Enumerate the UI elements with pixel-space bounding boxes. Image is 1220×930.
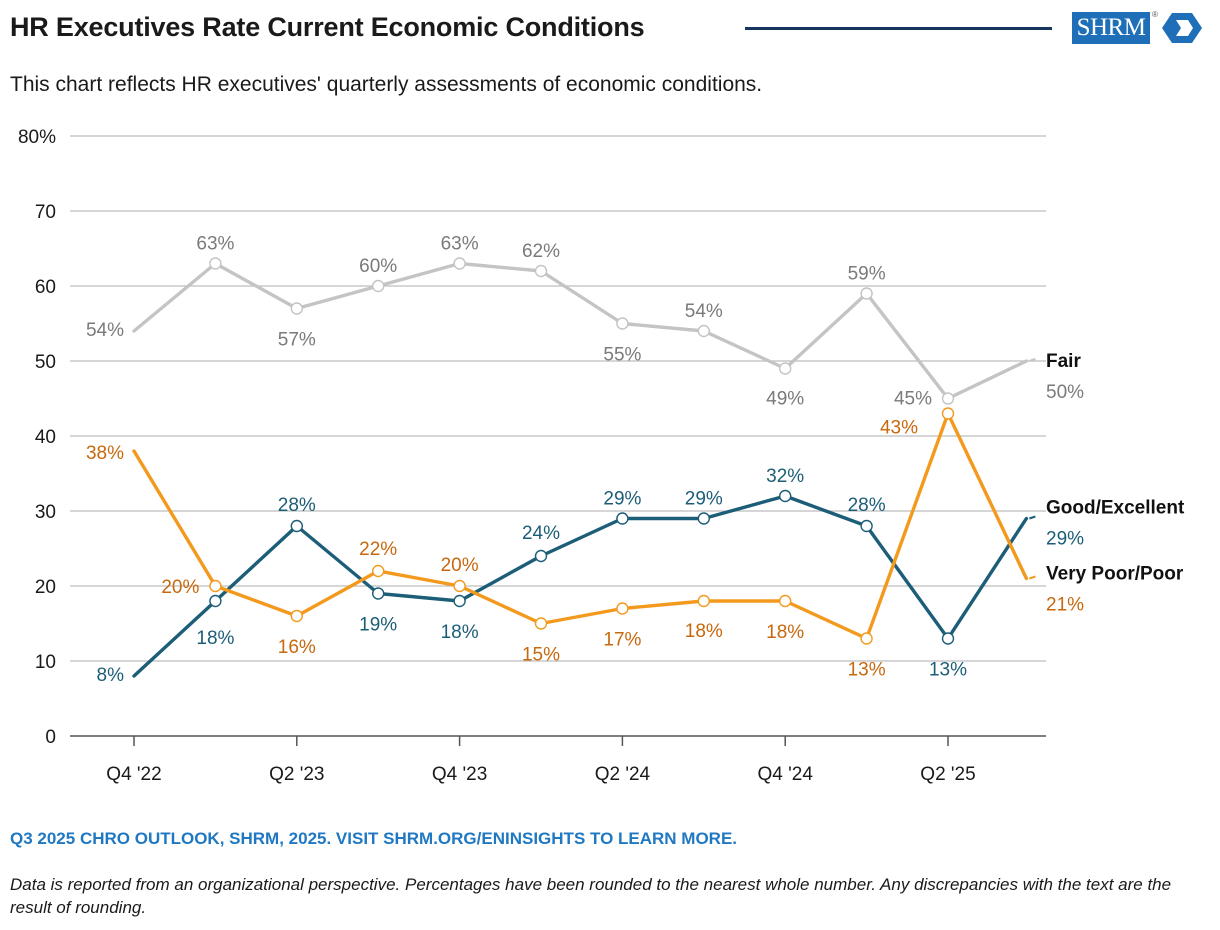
chart-title: HR Executives Rate Current Economic Cond… (10, 12, 645, 42)
data-point (209, 579, 222, 593)
data-label: 49% (766, 389, 804, 410)
x-tick-label: Q4 '23 (432, 764, 487, 785)
data-label: 54% (86, 320, 124, 341)
series-line (132, 261, 1029, 401)
registered-mark: ® (1152, 10, 1158, 19)
data-point (209, 594, 222, 608)
data-label: 15% (522, 645, 560, 666)
series-end-tick (1029, 575, 1036, 580)
data-label: 8% (97, 665, 125, 686)
x-tick-label: Q2 '25 (920, 764, 975, 785)
data-label: 63% (441, 234, 479, 255)
data-point (372, 279, 385, 293)
x-tick-label: Q2 '23 (269, 764, 324, 785)
data-label: 20% (161, 577, 199, 598)
data-label: 22% (359, 539, 397, 560)
data-point (534, 617, 548, 630)
data-label: 32% (766, 466, 804, 487)
data-label: 20% (441, 555, 479, 576)
data-point (453, 579, 466, 593)
line-chart: 80% 70 60 50 40 30 20 10 0 Q4 '22 Q2 '23 Q4 '23 Q2 '… (18, 127, 1185, 785)
data-label: 63% (196, 234, 234, 255)
y-tick-label: 10 (35, 652, 56, 673)
data-label: 16% (278, 637, 316, 658)
data-point (453, 257, 466, 270)
series-end-tick (1029, 515, 1036, 520)
data-label: 62% (522, 241, 560, 262)
y-tick-label: 0 (45, 727, 56, 748)
series-end-value-label: 50% (1046, 382, 1084, 403)
data-label: 57% (278, 330, 316, 351)
data-point (860, 632, 873, 645)
series-line (132, 411, 1029, 641)
data-label: 24% (522, 523, 560, 544)
data-point (860, 287, 873, 300)
data-label: 60% (359, 256, 397, 277)
data-label: 28% (278, 495, 316, 516)
y-tick-label: 30 (35, 502, 56, 523)
data-point (209, 257, 222, 270)
data-label: 17% (603, 630, 641, 651)
data-label: 18% (766, 622, 804, 643)
series-end-tick (1029, 358, 1036, 362)
shrm-emblem-icon (1162, 13, 1202, 43)
data-point (941, 392, 955, 405)
data-label: 29% (603, 489, 641, 510)
data-label: 18% (441, 622, 479, 643)
series-name-label: Very Poor/Poor (1046, 564, 1184, 585)
source-line[interactable]: Q3 2025 CHRO OUTLOOK, SHRM, 2025. VISIT … (10, 829, 738, 848)
data-point (697, 324, 710, 338)
x-tick-label: Q4 '24 (758, 764, 814, 785)
data-point (697, 512, 710, 525)
series-end-value-label: 21% (1046, 595, 1084, 616)
series-name-label: Fair (1046, 351, 1081, 372)
data-point (779, 489, 792, 503)
data-point (616, 602, 629, 615)
data-label: 13% (848, 660, 886, 681)
y-tick-label: 20 (35, 577, 56, 598)
data-label: 55% (603, 345, 641, 366)
x-tick-label: Q2 '24 (595, 764, 651, 785)
y-tick-label: 40 (35, 427, 56, 448)
data-label: 18% (685, 621, 723, 642)
data-point (534, 264, 548, 278)
data-label: 18% (196, 628, 234, 649)
data-point (779, 362, 792, 375)
footnote: Data is reported from an organizational … (10, 875, 1172, 917)
data-point (941, 632, 955, 645)
data-label: 59% (848, 264, 886, 285)
data-point (941, 407, 955, 420)
chart-subtitle: This chart reflects HR executives' quart… (10, 73, 763, 96)
data-label: 43% (880, 418, 918, 439)
series-line (132, 494, 1029, 678)
data-point (290, 302, 303, 315)
data-point (372, 564, 385, 578)
data-label: 29% (685, 489, 723, 510)
y-tick-label: 80% (18, 127, 56, 148)
data-point (534, 549, 548, 563)
data-point (290, 519, 303, 533)
series-name-label: Good/Excellent (1046, 498, 1185, 519)
data-point (453, 594, 466, 608)
shrm-logo-text: SHRM (1072, 12, 1150, 44)
y-tick-label: 50 (35, 352, 56, 373)
data-label: 54% (685, 301, 723, 322)
data-label: 38% (86, 443, 124, 464)
y-tick-label: 60 (35, 277, 56, 298)
data-point (616, 512, 629, 525)
data-label: 13% (929, 660, 967, 681)
y-tick-label: 70 (35, 202, 56, 223)
data-point (290, 609, 303, 623)
data-point (697, 594, 710, 608)
series-end-value-label: 29% (1046, 529, 1084, 550)
x-tick-label: Q4 '22 (106, 764, 161, 785)
data-label: 19% (359, 615, 397, 636)
data-point (779, 594, 792, 608)
data-label: 45% (894, 389, 932, 410)
data-label: 28% (848, 495, 886, 516)
data-point (616, 317, 629, 330)
title-rule (745, 27, 1052, 30)
data-point (860, 519, 873, 533)
data-point (372, 587, 385, 600)
